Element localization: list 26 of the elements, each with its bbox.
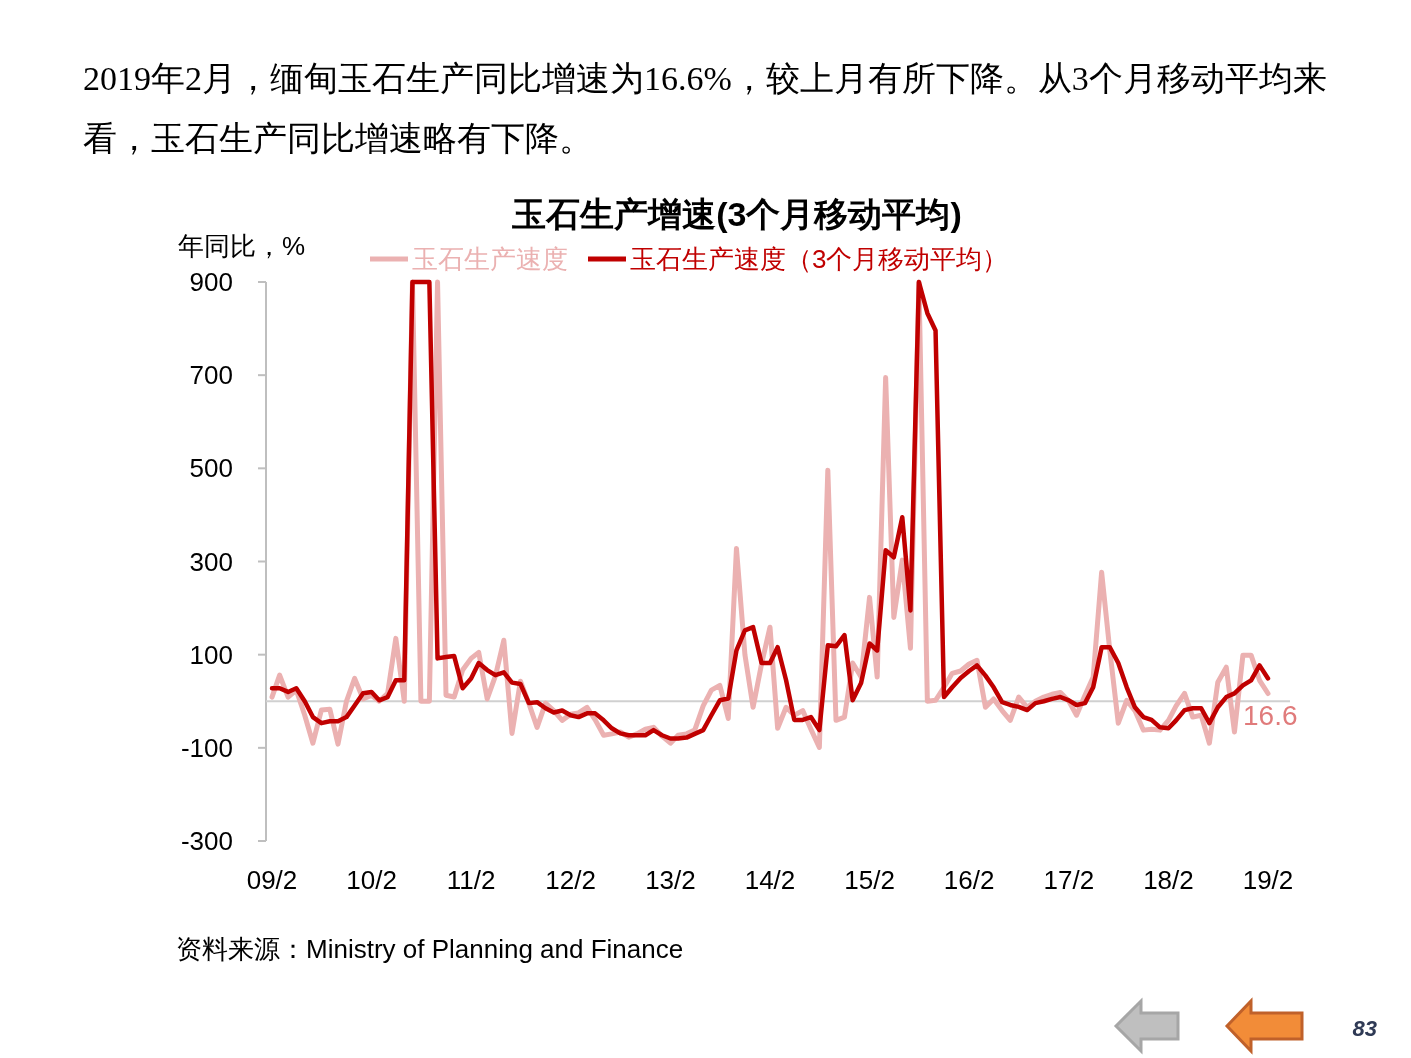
y-tick-label: -300 [180, 826, 233, 856]
legend-label: 玉石生产速度（3个月移动平均） [630, 244, 1009, 274]
text: 83 [1352, 1016, 1377, 1041]
y-tick-label: 300 [189, 546, 233, 577]
y-tick-label: 100 [189, 639, 233, 670]
x-tick-label: 15/2 [844, 865, 895, 895]
x-tick-label: 16/2 [943, 865, 995, 895]
x-tick-label: 09/2 [246, 865, 298, 895]
x-tick-label: 10/2 [346, 865, 397, 895]
annotation: 16.6 [1243, 699, 1298, 731]
chart-subtitle: 2019年2月，缅甸玉石生产同比增速为16.6%，较上月有所下降。从3个月移动平均来看，玉石生产同比增速略有下降。 [83, 60, 1327, 157]
x-tick-label: 18/2 [1143, 865, 1194, 895]
legend-label: 玉石生产速度 [412, 244, 568, 274]
x-tick-label: 13/2 [645, 865, 696, 895]
y-axis-title: 年同比，% [178, 231, 306, 261]
y-tick-label: 700 [189, 360, 233, 391]
x-tick-label: 17/2 [1043, 865, 1095, 895]
y-tick-label: 500 [189, 453, 233, 484]
y-tick-label: -100 [180, 732, 233, 763]
text: 资料来源：Ministry of Planning and Finance [176, 934, 684, 964]
x-tick-label: 11/2 [446, 865, 496, 895]
y-tick-label: 900 [189, 267, 233, 297]
x-tick-label: 14/2 [744, 865, 796, 895]
x-tick-label: 12/2 [545, 865, 596, 895]
chart-title: 玉石生产增速(3个月移动平均) [511, 195, 962, 233]
x-tick-label: 19/2 [1242, 865, 1294, 895]
